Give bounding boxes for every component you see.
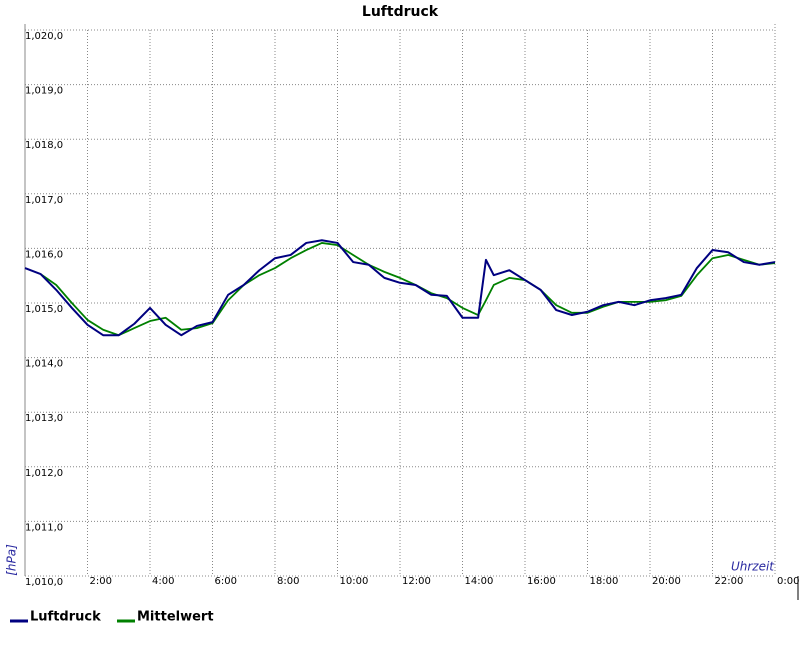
x-tick-label: 18:00 — [590, 576, 619, 587]
y-tick-label: 1,013,0 — [25, 413, 63, 424]
x-tick-label: 12:00 — [402, 576, 431, 587]
y-tick-label: 1,015,0 — [25, 304, 63, 315]
x-tick-label: 10:00 — [340, 576, 369, 587]
y-tick-label: 1,018,0 — [25, 140, 63, 151]
x-tick-label: 2:00 — [90, 576, 112, 587]
x-tick-label: 22:00 — [715, 576, 744, 587]
y-axis-label: [hPa] — [5, 544, 19, 576]
y-tick-label: 1,016,0 — [25, 249, 63, 260]
y-tick-label: 1,020,0 — [25, 31, 63, 42]
x-tick-label: 14:00 — [465, 576, 494, 587]
legend-label: Luftdruck — [30, 610, 101, 625]
x-tick-label: 20:00 — [652, 576, 681, 587]
data-line — [24, 239, 776, 337]
y-tick-label: 1,011,0 — [25, 522, 63, 533]
chart-title: Luftdruck — [362, 4, 439, 20]
y-tick-label: 1,017,0 — [25, 195, 63, 206]
legend-label: Mittelwert — [137, 610, 214, 625]
x-tick-label: 4:00 — [152, 576, 174, 587]
y-tick-label: 1,014,0 — [25, 359, 63, 370]
x-tick-label: 0:00 — [777, 576, 799, 587]
y-tick-label: 1,010,0 — [25, 577, 63, 588]
data-line — [40, 242, 776, 337]
x-tick-label: 8:00 — [277, 576, 299, 587]
x-axis-label: Uhrzeit — [731, 560, 775, 574]
x-tick-label: 16:00 — [527, 576, 556, 587]
y-tick-label: 1,012,0 — [25, 468, 63, 479]
y-tick-label: 1,019,0 — [25, 86, 63, 97]
x-tick-label: 6:00 — [215, 576, 237, 587]
